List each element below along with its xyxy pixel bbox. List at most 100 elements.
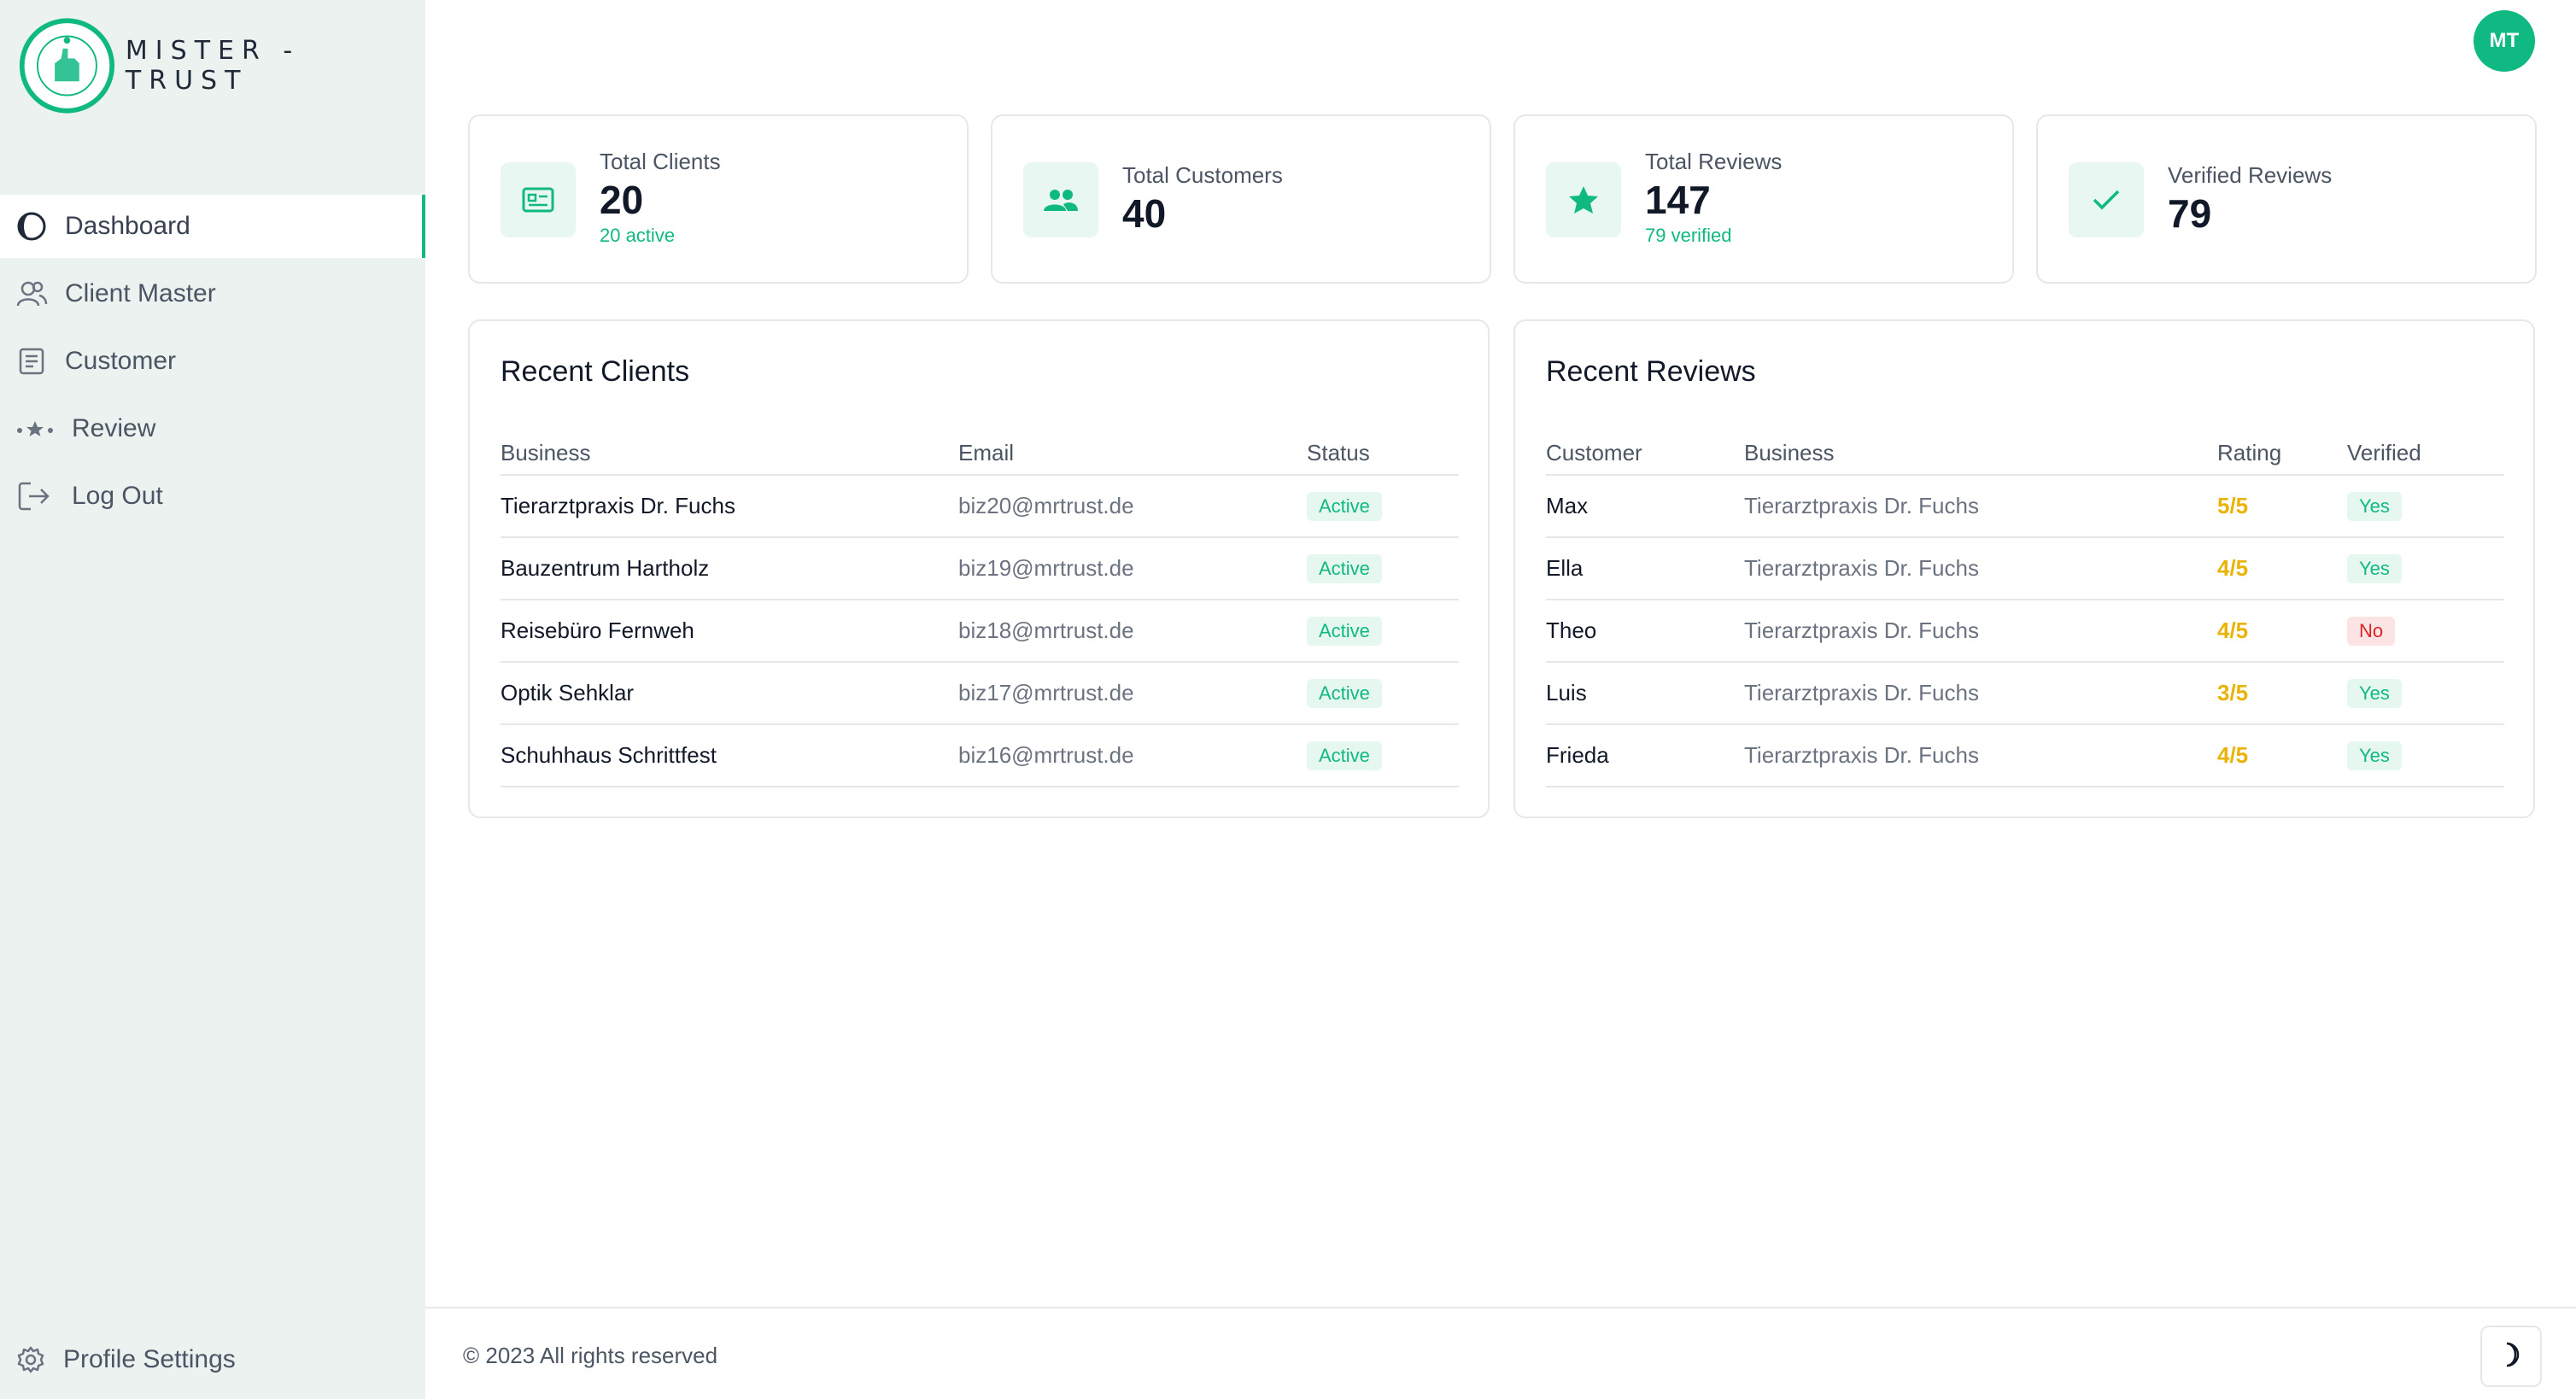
table-row[interactable]: Reisebüro Fernweh biz18@mrtrust.de Activ… — [501, 600, 1459, 663]
sidebar-item-dashboard[interactable]: Dashboard — [0, 195, 425, 258]
review-verified-cell: Yes — [2347, 537, 2504, 600]
client-business: Optik Sehklar — [501, 662, 958, 725]
client-business: Bauzentrum Hartholz — [501, 537, 958, 600]
client-status-cell: Active — [1307, 475, 1459, 538]
client-email: biz20@mrtrust.de — [958, 475, 1307, 538]
stat-card-total-clients: Total Clients 20 20 active — [468, 114, 969, 284]
user-avatar[interactable]: MT — [2474, 10, 2535, 72]
stat-text: Total Reviews 147 79 verified — [1645, 149, 1782, 247]
verified-badge: Yes — [2347, 740, 2402, 770]
table-row[interactable]: Max Tierarztpraxis Dr. Fuchs 5/5 Yes — [1546, 475, 2504, 538]
status-badge: Active — [1307, 553, 1382, 583]
verified-badge: No — [2347, 616, 2396, 646]
stat-label: Total Reviews — [1645, 149, 1783, 174]
client-business: Schuhhaus Schrittfest — [501, 724, 958, 787]
client-email: biz18@mrtrust.de — [958, 600, 1307, 663]
client-status-cell: Active — [1307, 600, 1459, 663]
recent-clients-panel: Recent Clients Business Email Status Tie… — [468, 319, 1490, 818]
table-row[interactable]: Bauzentrum Hartholz biz19@mrtrust.de Act… — [501, 537, 1459, 600]
status-badge: Active — [1307, 740, 1382, 770]
review-business: Tierarztpraxis Dr. Fuchs — [1744, 724, 2217, 787]
sidebar-nav: Dashboard Client Master Customer Review … — [0, 195, 425, 532]
recent-reviews-panel: Recent Reviews Customer Business Rating … — [1513, 319, 2535, 818]
column-header-business: Business — [1744, 432, 2217, 476]
recent-reviews-table: Customer Business Rating Verified Max Ti… — [1546, 432, 2504, 787]
review-verified-cell: Yes — [2347, 662, 2504, 725]
table-row[interactable]: Theo Tierarztpraxis Dr. Fuchs 4/5 No — [1546, 600, 2504, 663]
review-customer: Frieda — [1546, 724, 1744, 787]
client-status-cell: Active — [1307, 724, 1459, 787]
review-business: Tierarztpraxis Dr. Fuchs — [1744, 662, 2217, 725]
gear-icon — [15, 1344, 46, 1375]
footer-divider — [425, 1307, 2576, 1308]
review-rating: 3/5 — [2217, 662, 2347, 725]
footer-copyright: © 2023 All rights reserved — [463, 1343, 718, 1368]
client-status-cell: Active — [1307, 537, 1459, 600]
review-business: Tierarztpraxis Dr. Fuchs — [1744, 537, 2217, 600]
document-icon — [15, 345, 48, 378]
client-business: Reisebüro Fernweh — [501, 600, 958, 663]
stat-text: Total Customers 40 — [1122, 162, 1283, 238]
status-badge: Active — [1307, 616, 1382, 646]
column-header-verified: Verified — [2347, 432, 2504, 476]
stat-card-verified-reviews: Verified Reviews 79 — [2036, 114, 2537, 284]
review-customer: Ella — [1546, 537, 1744, 600]
table-row[interactable]: Optik Sehklar biz17@mrtrust.de Active — [501, 662, 1459, 725]
review-customer: Theo — [1546, 600, 1744, 663]
sidebar-item-client-master[interactable]: Client Master — [0, 262, 425, 325]
verified-badge: Yes — [2347, 553, 2402, 583]
review-customer: Max — [1546, 475, 1744, 538]
table-header-row: Customer Business Rating Verified — [1546, 432, 2504, 476]
stat-sub: 20 active — [600, 225, 676, 246]
table-row[interactable]: Luis Tierarztpraxis Dr. Fuchs 3/5 Yes — [1546, 662, 2504, 725]
status-badge: Active — [1307, 491, 1382, 521]
sidebar-item-log-out[interactable]: Log Out — [0, 465, 425, 528]
stat-value: 147 — [1645, 178, 1711, 222]
stat-label: Total Customers — [1122, 162, 1283, 188]
panel-title: Recent Reviews — [1546, 355, 1756, 388]
profile-settings-label: Profile Settings — [63, 1345, 236, 1373]
review-verified-cell: No — [2347, 600, 2504, 663]
sidebar-item-customer[interactable]: Customer — [0, 330, 425, 393]
client-email: biz17@mrtrust.de — [958, 662, 1307, 725]
stat-label: Verified Reviews — [2168, 162, 2333, 188]
review-rating: 4/5 — [2217, 724, 2347, 787]
sidebar: MISTER - TRUST Dashboard Client Master C… — [0, 0, 425, 1399]
stat-sub: 79 verified — [1645, 225, 1732, 246]
brand-name: MISTER - TRUST — [125, 36, 301, 96]
client-status-cell: Active — [1307, 662, 1459, 725]
table-row[interactable]: Schuhhaus Schrittfest biz16@mrtrust.de A… — [501, 724, 1459, 787]
stat-text: Total Clients 20 20 active — [600, 149, 721, 247]
sidebar-item-label: Dashboard — [65, 212, 190, 240]
review-rating: 4/5 — [2217, 537, 2347, 600]
sidebar-item-label: Client Master — [65, 279, 216, 307]
table-row[interactable]: Ella Tierarztpraxis Dr. Fuchs 4/5 Yes — [1546, 537, 2504, 600]
stat-text: Verified Reviews 79 — [2168, 162, 2332, 238]
verified-badge: Yes — [2347, 678, 2402, 708]
id-card-icon — [501, 162, 576, 237]
review-verified-cell: Yes — [2347, 475, 2504, 538]
client-business: Tierarztpraxis Dr. Fuchs — [501, 475, 958, 538]
table-row[interactable]: Frieda Tierarztpraxis Dr. Fuchs 4/5 Yes — [1546, 724, 2504, 787]
review-rating: 5/5 — [2217, 475, 2347, 538]
sidebar-item-review[interactable]: Review — [0, 397, 425, 460]
status-badge: Active — [1307, 678, 1382, 708]
stars-icon — [15, 413, 55, 445]
sidebar-item-label: Review — [72, 414, 156, 442]
review-business: Tierarztpraxis Dr. Fuchs — [1744, 600, 2217, 663]
profile-settings-link[interactable]: Profile Settings — [15, 1343, 236, 1377]
table-row[interactable]: Tierarztpraxis Dr. Fuchs biz20@mrtrust.d… — [501, 475, 1459, 538]
column-header-rating: Rating — [2217, 432, 2347, 476]
recent-clients-table: Business Email Status Tierarztpraxis Dr.… — [501, 432, 1459, 787]
theme-toggle-button[interactable] — [2480, 1326, 2542, 1387]
brand[interactable]: MISTER - TRUST — [17, 14, 425, 118]
users-icon — [15, 278, 48, 310]
check-icon — [2069, 162, 2144, 237]
sidebar-item-label: Customer — [65, 347, 177, 375]
review-rating: 4/5 — [2217, 600, 2347, 663]
client-email: biz19@mrtrust.de — [958, 537, 1307, 600]
moon-icon — [2498, 1341, 2524, 1373]
column-header-customer: Customer — [1546, 432, 1744, 476]
stat-card-total-reviews: Total Reviews 147 79 verified — [1513, 114, 2014, 284]
stat-value: 40 — [1122, 191, 1167, 236]
